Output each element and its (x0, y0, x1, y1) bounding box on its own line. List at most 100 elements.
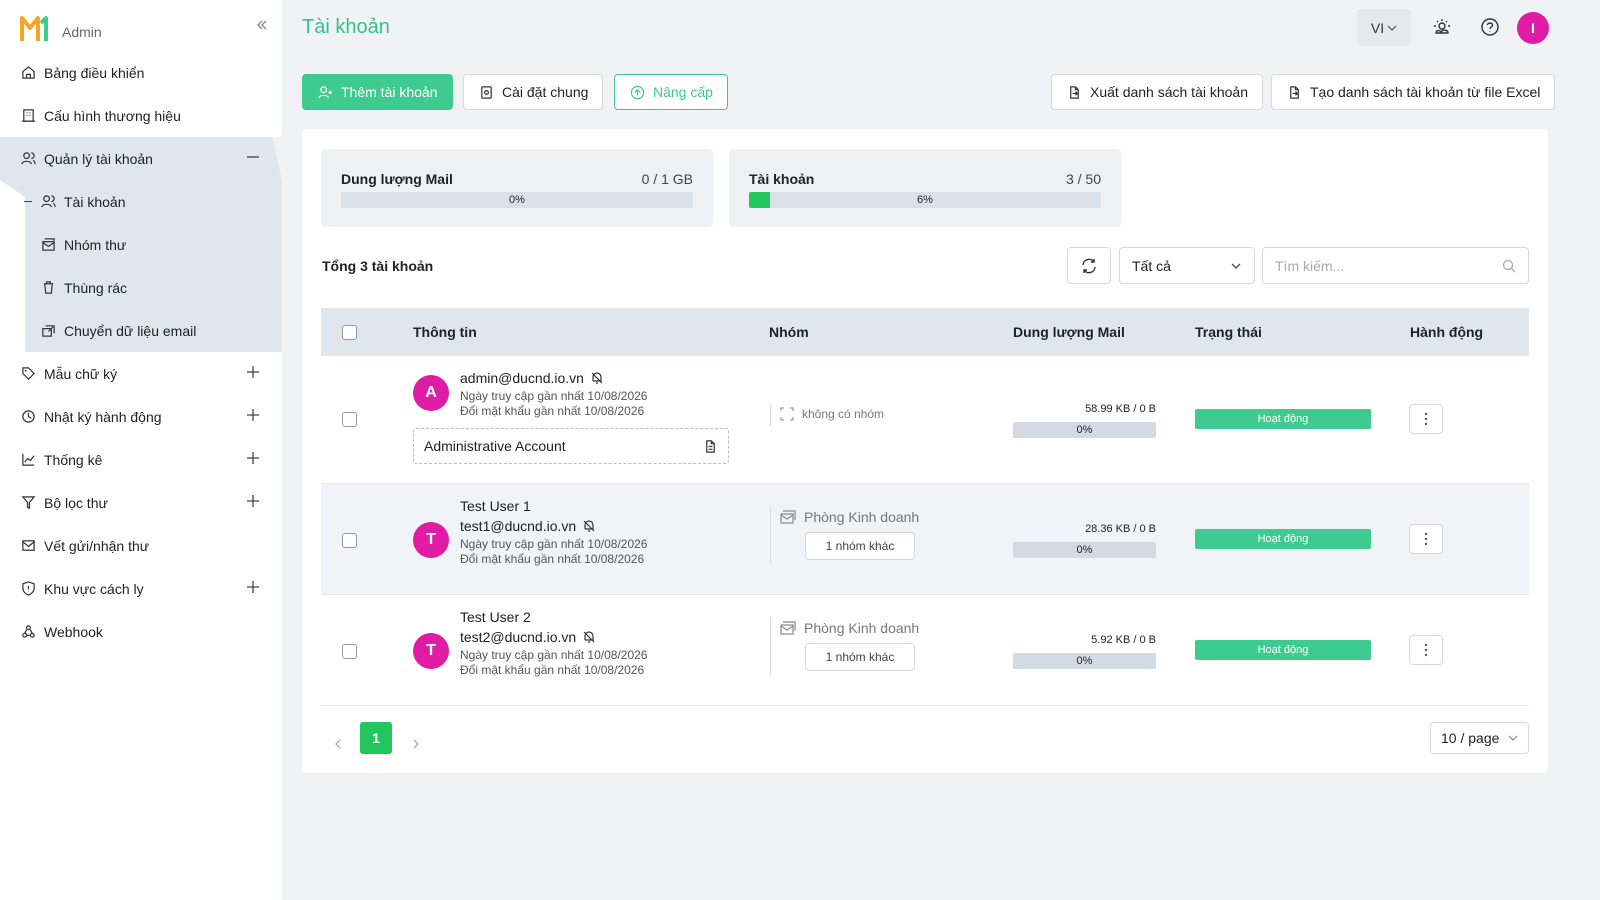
row-checkbox[interactable] (342, 644, 357, 659)
export-accounts-label: Xuất danh sách tài khoản (1090, 84, 1249, 100)
sidebar-item-webhook[interactable]: Webhook (0, 610, 282, 653)
table-row: T Test User 2 test2@ducnd.io.vn Ngày tru… (321, 595, 1529, 706)
page-size-select[interactable]: 10 / page (1430, 722, 1529, 754)
general-settings-button[interactable]: Cài đặt chung (463, 74, 604, 110)
stat-label: Tài khoản (749, 171, 815, 187)
more-vertical-icon (1424, 412, 1428, 426)
sidebar-item-action-log[interactable]: Nhật ký hành động (0, 395, 282, 438)
group-name-text: Phòng Kinh doanh (804, 509, 920, 525)
avatar: T (413, 633, 449, 669)
sidebar-item-mail-filter[interactable]: Bộ lọc thư (0, 481, 282, 524)
avatar: T (413, 522, 449, 558)
sidebar-item-mail-trace[interactable]: Vết gửi/nhận thư (0, 524, 282, 567)
search-icon[interactable] (1502, 259, 1516, 273)
language-selector[interactable]: VI (1357, 9, 1411, 46)
sidebar-subitem-trash[interactable]: Thùng rác (25, 266, 282, 309)
email-text: test1@ducnd.io.vn (460, 518, 577, 534)
column-header-group: Nhóm (769, 324, 809, 340)
transfer-icon (40, 323, 56, 339)
plus-icon[interactable] (246, 494, 260, 508)
select-all-checkbox[interactable] (342, 325, 357, 340)
column-header-storage: Dung lượng Mail (1013, 324, 1125, 340)
export-accounts-button[interactable]: Xuất danh sách tài khoản (1051, 74, 1264, 110)
brand-logo-icon (20, 16, 48, 41)
no-group-text: không có nhóm (802, 407, 885, 421)
row-actions-button[interactable] (1409, 404, 1443, 434)
plus-icon[interactable] (246, 580, 260, 594)
plus-icon[interactable] (246, 451, 260, 465)
account-note-text: Administrative Account (424, 438, 566, 454)
empty-group-icon (780, 407, 794, 421)
sidebar-subitem-email-transfer[interactable]: Chuyển dữ liệu email (25, 309, 282, 352)
search-input[interactable] (1275, 257, 1475, 274)
row-checkbox[interactable] (342, 412, 357, 427)
more-groups-button[interactable]: 1 nhóm khác (805, 532, 915, 560)
user-avatar[interactable]: I (1517, 12, 1549, 44)
no-bell-icon (590, 371, 604, 385)
no-group: không có nhóm (780, 407, 884, 421)
email-text: admin@ducnd.io.vn (460, 370, 584, 386)
upgrade-button[interactable]: Nâng cấp (614, 74, 728, 110)
row-checkbox[interactable] (342, 533, 357, 548)
progress-bar: 0% (341, 192, 693, 208)
import-excel-label: Tạo danh sách tài khoản từ file Excel (1310, 84, 1541, 100)
mail-track-icon (20, 538, 36, 554)
note-icon (706, 439, 715, 453)
group-name[interactable]: Phòng Kinh doanh (780, 509, 919, 525)
collapse-sidebar-icon[interactable] (253, 16, 271, 34)
prev-page-icon[interactable] (330, 736, 346, 752)
accounts-stat: Tài khoản 3 / 50 6% (729, 149, 1121, 227)
tree-dash (24, 201, 32, 202)
theme-toggle-icon[interactable] (1431, 16, 1453, 38)
help-icon[interactable] (1479, 16, 1501, 38)
brand[interactable]: Admin (20, 14, 102, 44)
sidebar-item-quarantine[interactable]: Khu vực cách ly (0, 567, 282, 610)
upgrade-icon (629, 84, 645, 100)
import-excel-button[interactable]: Tạo danh sách tài khoản từ file Excel (1271, 74, 1556, 110)
plus-icon[interactable] (246, 408, 260, 422)
status-filter-select[interactable]: Tất cả (1119, 247, 1255, 284)
page-number-current[interactable]: 1 (360, 722, 392, 754)
minus-icon[interactable] (246, 150, 260, 164)
row-actions-button[interactable] (1409, 635, 1443, 665)
chart-icon (20, 452, 36, 468)
status-badge: Hoạt động (1195, 529, 1371, 549)
account-note[interactable]: Administrative Account (413, 428, 729, 464)
storage-usage: 58.99 KB / 0 B (1085, 403, 1156, 415)
account-name: Test User 2 (460, 609, 531, 625)
sidebar-subitem-mail-groups[interactable]: Nhóm thư (25, 223, 282, 266)
active-indicator (0, 137, 282, 197)
storage-usage: 28.36 KB / 0 B (1085, 523, 1156, 535)
group-divider (770, 506, 771, 564)
account-email[interactable]: test2@ducnd.io.vn (460, 629, 596, 645)
sidebar-item-label: Nhóm thư (64, 236, 127, 253)
settings-icon (478, 84, 494, 100)
sidebar-item-signature-templates[interactable]: Mẫu chữ ký (0, 352, 282, 395)
sidebar-item-statistics[interactable]: Thống kê (0, 438, 282, 481)
sidebar: Admin Bảng điều khiển Cấu hình thương hi… (0, 0, 282, 900)
column-header-info: Thông tin (413, 324, 477, 340)
more-groups-button[interactable]: 1 nhóm khác (805, 643, 915, 671)
storage-progress: 0% (1013, 653, 1156, 669)
account-email[interactable]: test1@ducnd.io.vn (460, 518, 596, 534)
progress-percent: 6% (917, 194, 933, 206)
row-actions-button[interactable] (1409, 524, 1443, 554)
sidebar-item-label: Tài khoản (64, 193, 126, 210)
add-account-label: Thêm tài khoản (341, 84, 438, 100)
sidebar-item-account-management[interactable]: Quản lý tài khoản (0, 137, 282, 180)
group-name[interactable]: Phòng Kinh doanh (780, 620, 919, 636)
sidebar-item-label: Chuyển dữ liệu email (64, 322, 197, 339)
building-icon (20, 108, 36, 124)
plus-icon[interactable] (246, 365, 260, 379)
status-filter-value: Tất cả (1132, 257, 1171, 274)
sidebar-item-dashboard[interactable]: Bảng điều khiển (0, 51, 282, 94)
last-access: Ngày truy cập gần nhất 10/08/2026 (460, 389, 648, 403)
next-page-icon[interactable] (408, 736, 424, 752)
add-account-button[interactable]: Thêm tài khoản (302, 74, 453, 110)
sidebar-item-brand-config[interactable]: Cấu hình thương hiệu (0, 94, 282, 137)
sidebar-item-label: Vết gửi/nhận thư (44, 537, 150, 554)
refresh-button[interactable] (1067, 247, 1111, 284)
account-email[interactable]: admin@ducnd.io.vn (460, 370, 604, 386)
sidebar-subitem-accounts[interactable]: Tài khoản (24, 180, 282, 223)
page-title: Tài khoản (302, 16, 390, 38)
